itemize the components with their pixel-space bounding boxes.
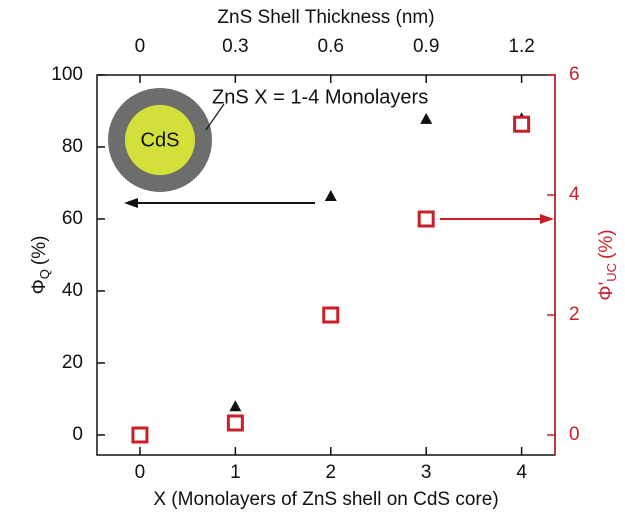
y-tick-label: 20 xyxy=(62,352,83,373)
y-label-sub: Q xyxy=(37,269,52,279)
square-marker xyxy=(515,117,529,131)
y2-tick-label: 0 xyxy=(569,424,580,445)
x-tick-label: 3 xyxy=(421,462,432,483)
triangle-marker xyxy=(325,190,337,201)
x-tick-label: 2 xyxy=(325,462,336,483)
x2-tick-label: 0.9 xyxy=(413,36,439,57)
x2-tick-label: 1.2 xyxy=(508,36,534,57)
y2-label-unit: (%) xyxy=(596,229,617,259)
x2-tick-label: 0 xyxy=(135,36,146,57)
y2-label-symbol: Φ' xyxy=(596,282,617,301)
x-tick-label: 4 xyxy=(516,462,527,483)
chart: CdS ZnS X = 1-4 Monolayers ZnS Shell Thi… xyxy=(0,0,625,517)
y2-label-sub: UC xyxy=(604,263,619,282)
core-label: CdS xyxy=(141,129,180,151)
square-marker xyxy=(133,428,147,442)
y2-tick-label: 6 xyxy=(569,64,580,85)
y-tick-label: 60 xyxy=(62,208,83,229)
x2-tick-label: 0.6 xyxy=(318,36,344,57)
left-arrow-head xyxy=(124,198,138,208)
x2-tick-label: 0.3 xyxy=(222,36,248,57)
y2-axis-label: Φ'UC (%) xyxy=(596,229,619,300)
triangle-marker xyxy=(229,400,241,411)
y-tick-label: 0 xyxy=(72,424,83,445)
y-tick-label: 40 xyxy=(62,280,83,301)
y-axis-label: ΦQ (%) xyxy=(29,236,52,295)
right-arrow-head xyxy=(540,214,554,224)
x2-axis-label: ZnS Shell Thickness (nm) xyxy=(217,7,434,28)
y-label-symbol: Φ xyxy=(29,279,50,294)
x-axis-label: X (Monolayers of ZnS shell on CdS core) xyxy=(153,489,498,510)
y-label-unit: (%) xyxy=(29,236,50,266)
y2-tick-label: 2 xyxy=(569,304,580,325)
y-tick-label: 80 xyxy=(62,136,83,157)
x-tick-label: 1 xyxy=(230,462,241,483)
y2-tick-label: 4 xyxy=(569,184,580,205)
square-marker xyxy=(324,308,338,322)
square-marker xyxy=(419,212,433,226)
square-marker xyxy=(228,416,242,430)
triangle-marker xyxy=(420,113,432,124)
x-tick-label: 0 xyxy=(135,462,146,483)
annotation: ZnS X = 1-4 Monolayers xyxy=(212,86,428,108)
y-tick-label: 100 xyxy=(51,64,83,85)
